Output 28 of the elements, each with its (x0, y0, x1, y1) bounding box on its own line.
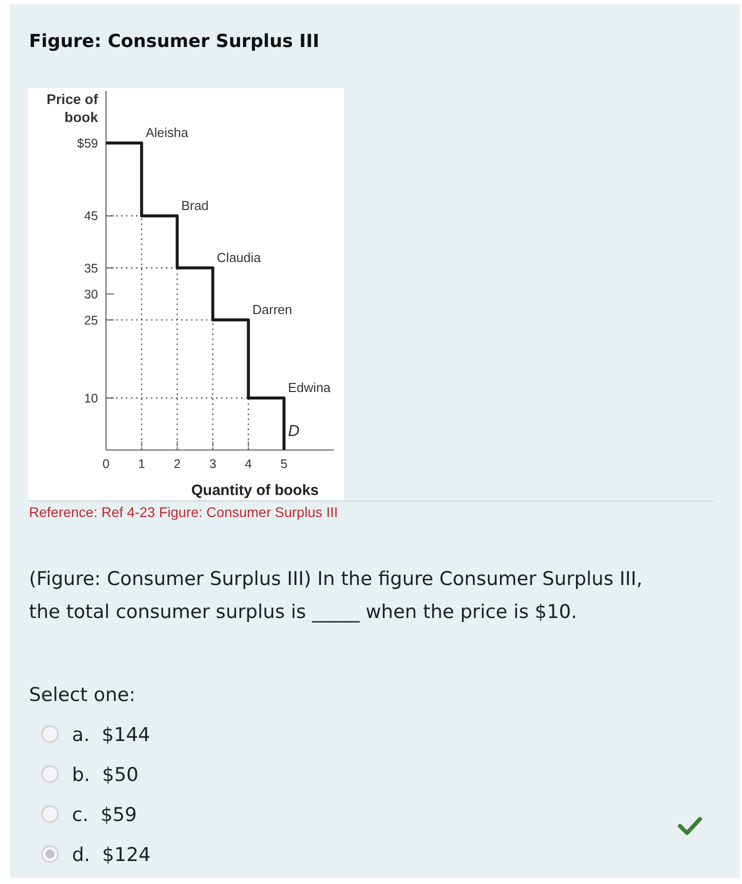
y-tick-label: 25 (84, 313, 98, 328)
x-tick-label: 4 (244, 457, 252, 471)
x-axis-title: Quantity of books (191, 482, 319, 499)
y-tick-label: 45 (84, 209, 98, 224)
x-tick-label: 5 (280, 457, 288, 471)
y-axis-title: Price of book (46, 91, 98, 125)
x-tick-label: 2 (174, 457, 181, 471)
y-tick-label: $59 (77, 136, 98, 150)
annotation: Darren (252, 302, 292, 317)
annotation: D (288, 423, 300, 440)
text: a. $144 (72, 724, 150, 746)
text: Reference: Ref 4-23 Figure: Consumer Surplus III (29, 504, 338, 520)
annotation: Brad (181, 198, 209, 213)
text: Select one: (29, 684, 136, 706)
text: d. $124 (72, 844, 151, 866)
x-tick-label: 3 (209, 457, 216, 471)
y-tick-label: 10 (84, 391, 98, 406)
text: (Figure: Consumer Surplus III) In the figure Consumer Surplus III, the total consumer surplus is _____ when the price is $10. (29, 568, 642, 623)
text: c. $59 (72, 804, 137, 826)
text: b. $50 (72, 764, 138, 786)
annotation: Claudia (216, 250, 262, 265)
chart-title: Figure: Consumer Surplus III (29, 31, 320, 52)
x-tick-label: 1 (138, 457, 146, 471)
annotation: Edwina (288, 380, 332, 395)
y-tick-label: 30 (84, 287, 98, 302)
x-tick-label: 0 (102, 457, 110, 471)
y-tick-label: 35 (84, 261, 98, 276)
annotation: Aleisha (146, 125, 190, 140)
